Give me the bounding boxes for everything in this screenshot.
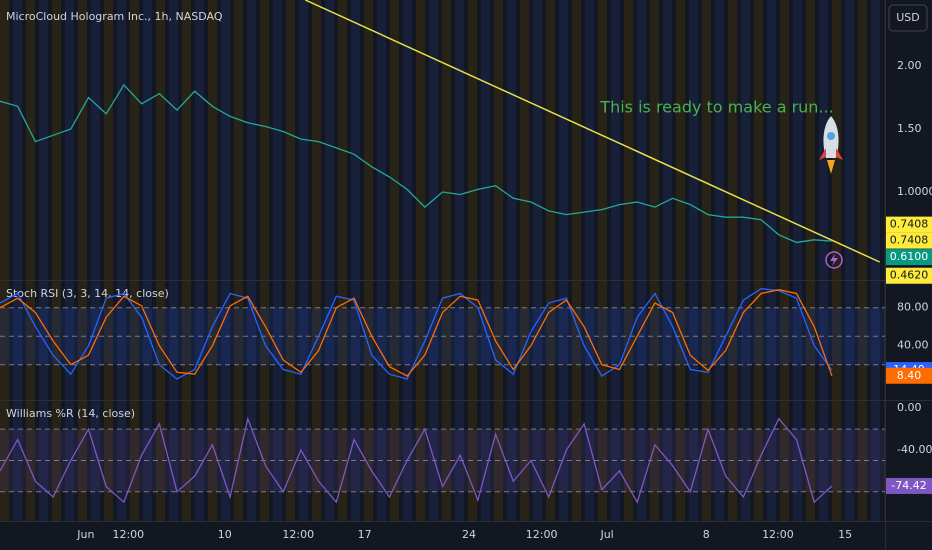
price-tag [886,267,932,284]
currency[interactable]: USD [896,11,920,24]
y-tick-label: 2.00 [897,59,922,72]
last-value-label: -74.42 [891,479,926,492]
y-tick-label: 1.50 [897,122,922,135]
price-tag [886,249,932,266]
x-tick-label: 12:00 [112,528,144,541]
series-line [0,83,832,244]
x-tick-label: 17 [358,528,372,541]
rocket-icon [819,116,843,174]
y-tick-label: 1.0000 [897,185,932,198]
session-background [0,0,885,522]
x-tick-label: Jun [76,528,94,541]
trendline [305,0,881,263]
currency-button[interactable] [888,4,928,32]
last-value-label: 8.40 [897,369,922,382]
series-line [0,288,833,380]
y-tick-label: 80.00 [897,301,929,314]
x-tick-label: 15 [838,528,852,541]
last-value-tag [886,367,932,384]
annotation: This is ready to make a run... [599,98,833,117]
y-tick-label: -40.00 [897,443,932,456]
x-tick-label: Jul [599,528,613,541]
price-tag-label: 0.6100 [890,250,929,263]
price-tag-label: 0.4620 [890,269,929,282]
price-tag-label: 0.7408 [890,234,929,247]
price-tag-label: 0.7408 [890,218,929,231]
x-tick-label: 12:00 [282,528,314,541]
pane-title: Williams %R (14, close) [6,407,135,420]
series-line [0,416,833,504]
x-tick-label: 8 [703,528,710,541]
x-tick-label: 10 [218,528,232,541]
last-value-tag [886,477,932,494]
pane-title: Stoch RSI (3, 3, 14, 14, close) [6,287,169,300]
series-line [0,289,833,377]
y-tick-label: 0.00 [897,401,922,414]
alert-icon[interactable] [825,251,843,269]
chart-title: MicroCloud Hologram Inc., 1h, NASDAQ [6,10,223,23]
price-tag [886,216,932,233]
x-tick-label: 24 [462,528,476,541]
x-tick-label: 12:00 [762,528,794,541]
price-tag [886,232,932,249]
x-tick-label: 12:00 [526,528,558,541]
y-tick-label: 40.00 [897,339,929,352]
